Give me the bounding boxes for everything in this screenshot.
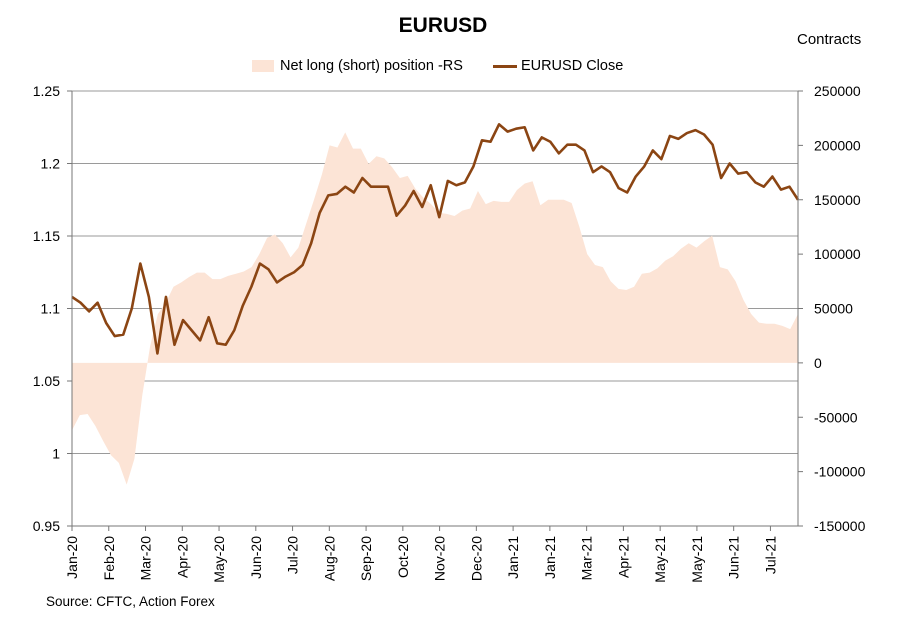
right-tick-label: -50000: [814, 409, 858, 425]
x-tick-label: May-21: [689, 536, 705, 583]
x-tick-label: Feb-20: [101, 536, 117, 581]
right-tick-label: -150000: [814, 518, 866, 534]
x-tick-label: Jul-21: [762, 536, 778, 574]
left-tick-label: 1.1: [41, 301, 61, 317]
legend-swatch-area: [252, 60, 274, 72]
legend-item-eurusd-close: EURUSD Close: [492, 58, 624, 74]
x-tick-label: Jan-20: [64, 536, 80, 579]
source-note: Source: CFTC, Action Forex: [46, 594, 215, 609]
net-position-area: [72, 132, 798, 485]
left-tick-label: 1.05: [33, 373, 60, 389]
x-tick-label: Jan-21: [505, 536, 521, 579]
left-tick-label: 1: [52, 446, 60, 462]
x-tick-label: Jul-20: [285, 536, 301, 574]
right-tick-label: 200000: [814, 137, 861, 153]
right-tick-label: 150000: [814, 192, 861, 208]
x-tick-label: May-21: [652, 536, 668, 583]
right-tick-label: -100000: [814, 464, 866, 480]
x-tick-label: Dec-20: [468, 536, 484, 581]
x-tick-label: Mar-20: [138, 536, 154, 581]
left-tick-label: 0.95: [33, 518, 60, 534]
legend-swatch-line: [492, 64, 517, 68]
x-tick-label: Apr-20: [174, 536, 190, 578]
left-tick-label: 1.2: [41, 156, 61, 172]
right-axis-unit-label: Contracts: [797, 31, 862, 48]
x-tick-label: Mar-21: [579, 536, 595, 581]
right-tick-label: 0: [814, 355, 822, 371]
x-tick-label: Jun-21: [726, 536, 742, 579]
x-tick-label: Aug-20: [321, 536, 337, 581]
left-tick-label: 1.25: [33, 83, 60, 99]
x-tick-label: Apr-21: [615, 536, 631, 578]
legend: Net long (short) position -RS EURUSD Clo…: [252, 58, 623, 74]
x-tick-label: Jun-20: [248, 536, 264, 579]
x-tick-label: Sep-20: [358, 536, 374, 581]
x-tick-label: Jan-21: [542, 536, 558, 579]
right-tick-label: 50000: [814, 301, 853, 317]
legend-label-net-position: Net long (short) position -RS: [280, 58, 463, 74]
eurusd-close-line: [71, 123, 800, 355]
right-tick-label: 250000: [814, 83, 861, 99]
legend-label-eurusd-close: EURUSD Close: [520, 58, 624, 74]
right-tick-label: 100000: [814, 246, 861, 262]
left-tick-label: 1.15: [33, 228, 60, 244]
legend-item-net-position: Net long (short) position -RS: [252, 58, 463, 74]
x-tick-label: Nov-20: [432, 536, 448, 581]
x-tick-label: Oct-20: [395, 536, 411, 578]
x-tick-label: May-20: [211, 536, 227, 583]
chart-title: EURUSD: [398, 14, 488, 37]
